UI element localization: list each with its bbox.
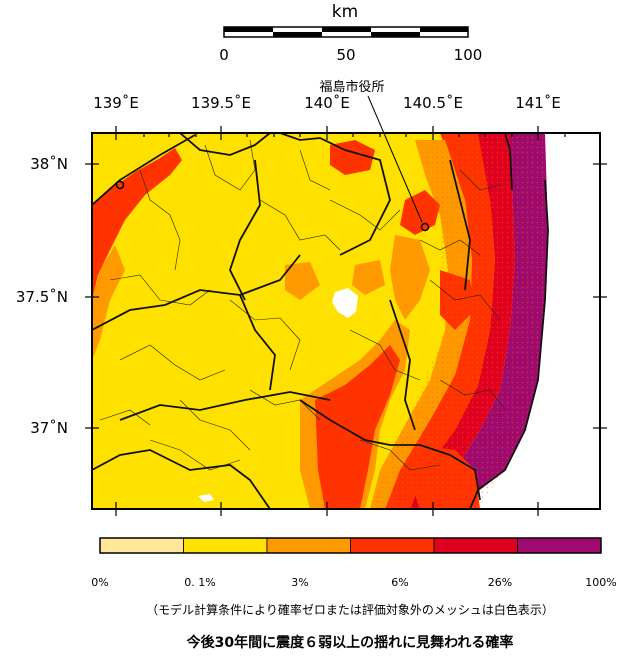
lon-label-139-5: 139.5˚E [191,94,251,112]
sea-area [470,133,600,509]
lon-label-141: 141˚E [515,94,561,112]
fukushima-basin-zone [400,190,440,235]
scale-tick-0: 0 [219,46,229,64]
nw-orange-zone [92,245,125,360]
legend-tick-6: 6% [391,576,409,589]
fukushima-city-hall-marker [420,222,430,232]
legend-color-box-1 [183,537,268,554]
legend-color-box-2 [266,537,351,554]
scale-bar-segment [273,32,322,37]
scale-tick-50: 50 [336,46,356,64]
legend-color-box-3 [350,537,435,554]
nw-red-zone [92,148,182,300]
legend-note: （モデル計算条件により確率ゼロまたは評価対象外のメッシュは白色表示） [146,603,554,617]
scale-bar-title: km [331,2,359,22]
legend-frame [99,537,602,554]
city-leader-line [367,95,423,223]
lake-inawashiro [332,288,358,318]
map-caption: 今後30年間に震度６弱以上の揺れに見舞われる確率 [186,635,514,651]
city-hall-label: 福島市役所 [319,80,385,95]
lat-label-37: 37˚N [30,419,68,437]
lon-label-139: 139˚E [93,94,139,112]
central-orange-patch [390,235,430,320]
lon-label-140-5: 140.5˚E [403,94,463,112]
scale-bar-segment [371,32,420,37]
prefecture-boundaries [92,133,549,509]
legend-color-box-4 [433,537,518,554]
legend-tick-0-1: 0. 1% [184,576,216,589]
map-frame [91,132,601,510]
legend-tick-100: 100% [585,576,617,589]
lat-label-37-5: 37.5˚N [15,288,68,306]
legend-color-box-5 [517,537,602,554]
scale-bar-segment [224,27,273,32]
scale-tick-100: 100 [453,46,483,64]
legend-tick-26: 26% [487,576,513,589]
scale-bar-segment [322,27,371,32]
city-marker [115,180,125,190]
south-red-zone [315,345,400,509]
grid-ticks [85,126,607,516]
lon-label-140: 140˚E [304,94,350,112]
scale-bar-segment [420,27,468,32]
legend-color-box-0 [99,537,184,554]
legend-tick-0: 0% [91,576,109,589]
legend-tick-3: 3% [291,576,309,589]
lat-label-38: 38˚N [30,155,68,173]
